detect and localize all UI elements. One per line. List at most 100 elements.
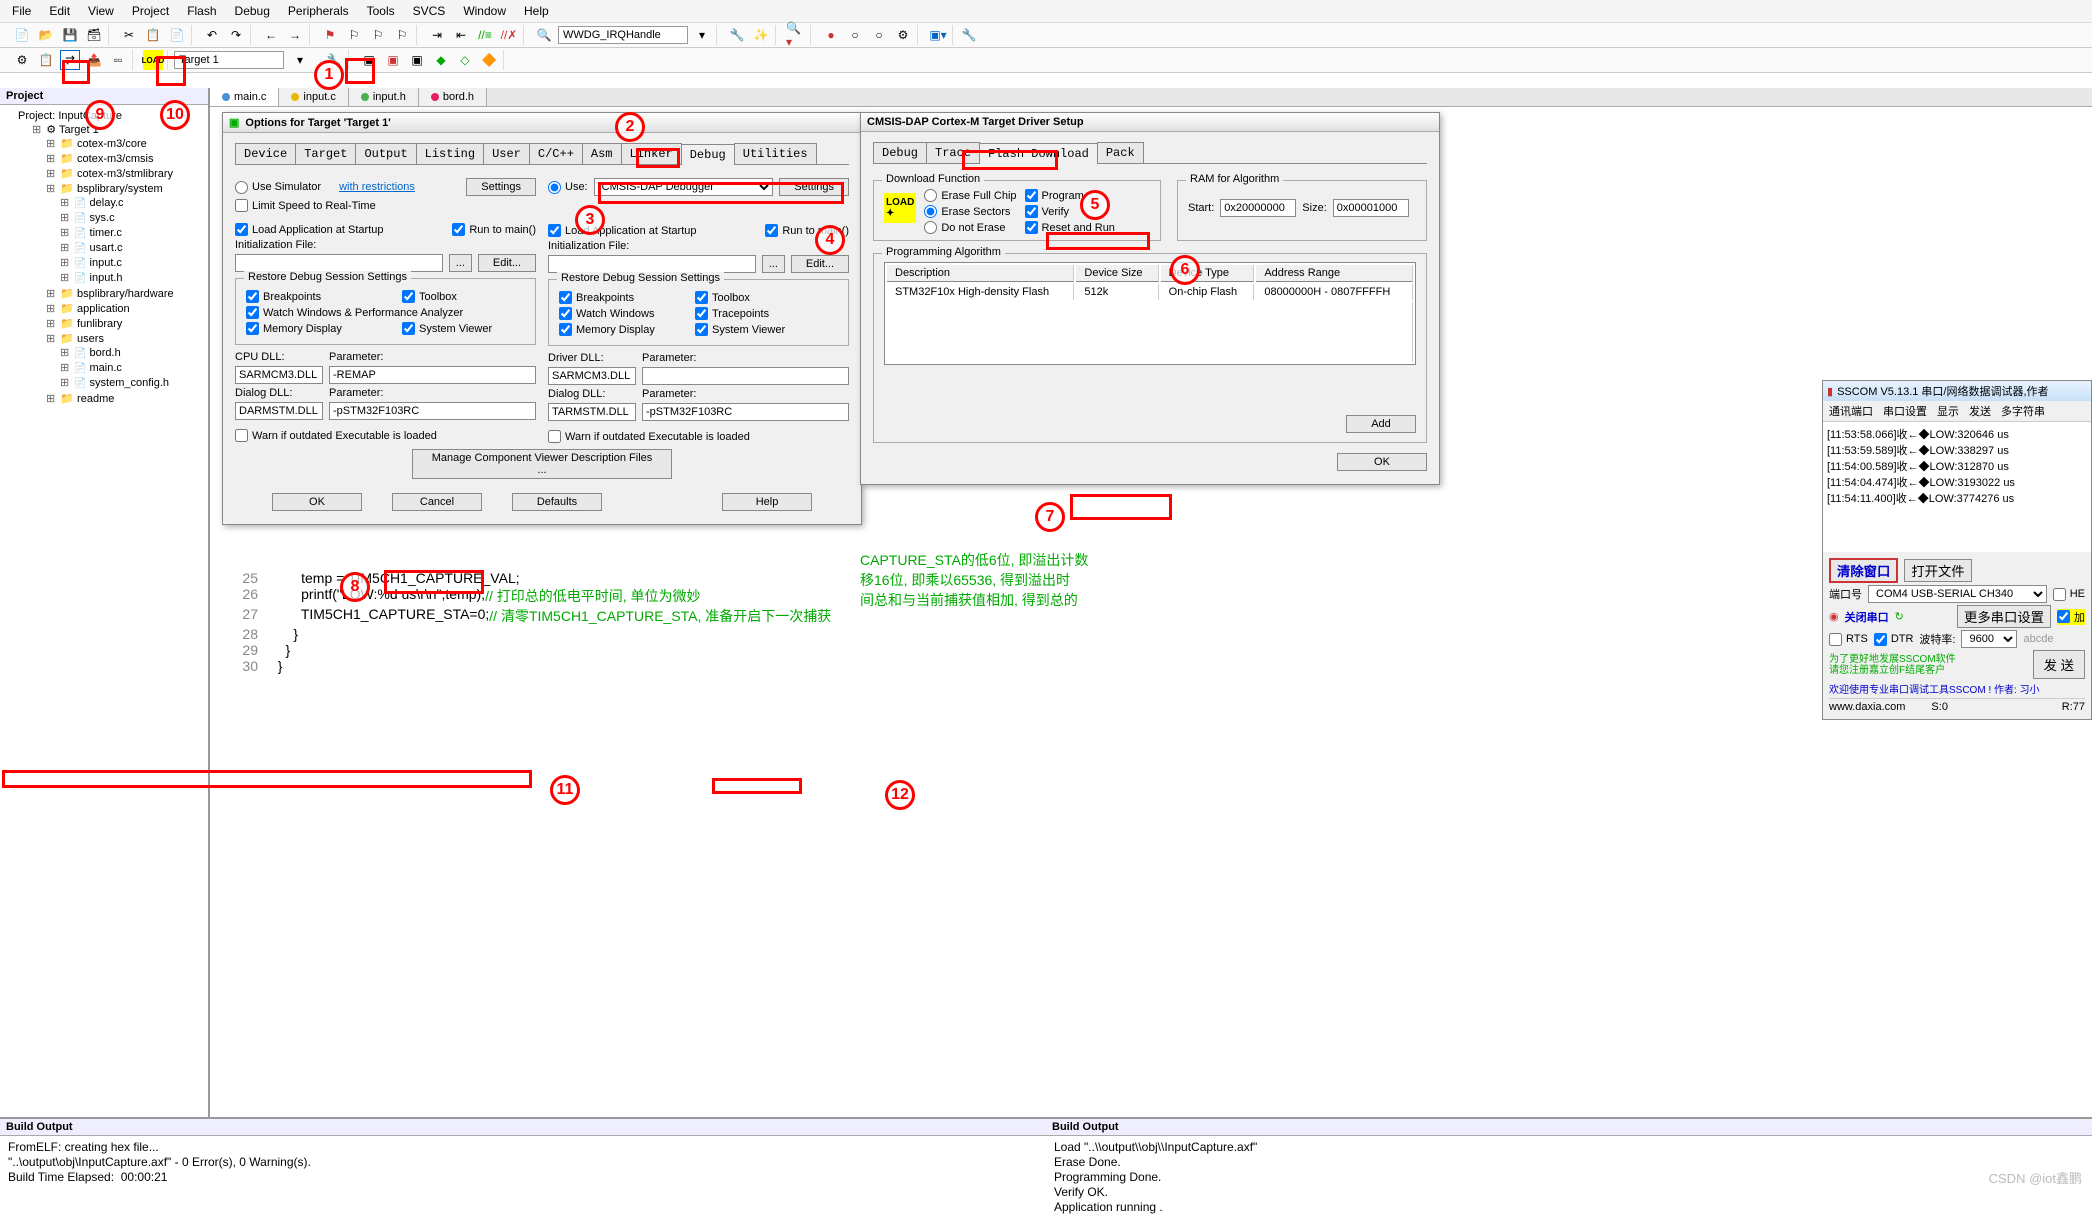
outdent-icon[interactable]: ⇤ (451, 25, 471, 45)
close-port-button[interactable]: 关闭串口 (1845, 609, 1889, 625)
bp-l-check[interactable]: Breakpoints (246, 290, 396, 303)
tb-r-check[interactable]: Toolbox (695, 291, 750, 304)
size-input[interactable] (1333, 199, 1409, 217)
fwd-icon[interactable]: → (285, 25, 305, 45)
menu-window[interactable]: Window (463, 4, 506, 18)
comment-icon[interactable]: //≡ (475, 25, 495, 45)
sscom-menu-item[interactable]: 串口设置 (1883, 403, 1927, 419)
clear-button[interactable]: 清除窗口 (1829, 558, 1898, 583)
bm2-icon[interactable]: ⚐ (344, 25, 364, 45)
opt-tab-linker[interactable]: Linker (621, 143, 682, 164)
win-icon[interactable]: ▣▾ (928, 25, 948, 45)
rts-check[interactable]: RTS (1829, 633, 1868, 646)
tree-file[interactable]: usart.c (60, 240, 204, 255)
opt-tab-user[interactable]: User (483, 143, 530, 164)
saveall-icon[interactable]: 🗃 (84, 25, 104, 45)
copy-icon[interactable]: 📋 (143, 25, 163, 45)
sscom-menu-item[interactable]: 发送 (1969, 403, 1991, 419)
trace-r-check[interactable]: Tracepoints (695, 307, 769, 320)
r2-icon[interactable]: ○ (845, 25, 865, 45)
start-input[interactable] (1220, 199, 1296, 217)
warn-r-check[interactable]: Warn if outdated Executable is loaded (548, 430, 849, 443)
tb2-1-icon[interactable]: ⚙ (12, 50, 32, 70)
tree-file[interactable]: system_config.h (60, 375, 204, 390)
refresh-icon[interactable]: ↻ (1895, 610, 1904, 623)
open-file-button[interactable]: 打开文件 (1904, 559, 1971, 582)
limit-speed-check[interactable]: Limit Speed to Real-Time (235, 199, 536, 212)
init-file-input-r[interactable] (548, 255, 756, 273)
dlg-param-input-l[interactable] (329, 402, 536, 420)
cpu-param-input[interactable] (329, 366, 536, 384)
r1-icon[interactable]: ● (821, 25, 841, 45)
a1-icon[interactable]: 🔧 (727, 25, 747, 45)
tree-file[interactable]: input.h (60, 270, 204, 285)
bm4-icon[interactable]: ⚐ (392, 25, 412, 45)
uncomment-icon[interactable]: //✗ (499, 25, 519, 45)
opt-tab-listing[interactable]: Listing (416, 143, 484, 164)
bp-r-check[interactable]: Breakpoints (559, 291, 689, 304)
cancel-button[interactable]: Cancel (392, 493, 482, 511)
tree-file[interactable]: delay.c (60, 195, 204, 210)
watch-l-check[interactable]: Watch Windows & Performance Analyzer (246, 306, 525, 319)
add-button[interactable]: Add (1346, 415, 1416, 433)
use-debugger-radio[interactable]: Use: (548, 181, 588, 194)
defaults-button[interactable]: Defaults (512, 493, 602, 511)
new-icon[interactable]: 📄 (12, 25, 32, 45)
find-combo[interactable] (558, 26, 688, 44)
ok-button[interactable]: OK (272, 493, 362, 511)
cut-icon[interactable]: ✂ (119, 25, 139, 45)
send-button[interactable]: 发 送 (2033, 650, 2085, 679)
debugger-select[interactable]: CMSIS-DAP Debugger (594, 178, 774, 196)
tree-file[interactable]: bord.h (60, 345, 204, 360)
use-simulator-radio[interactable]: Use Simulator (235, 181, 321, 194)
tree-folder[interactable]: cotex-m3/cmsis (46, 151, 204, 166)
mem-r-check[interactable]: Memory Display (559, 323, 689, 336)
tb-l-check[interactable]: Toolbox (402, 290, 457, 303)
d5-icon[interactable]: ◇ (455, 50, 475, 70)
opt-tab-debug[interactable]: Debug (681, 144, 735, 165)
load-app-left-check[interactable]: Load Application at Startup (235, 223, 383, 236)
algo-table[interactable]: DescriptionDevice SizeDevice TypeAddress… (884, 262, 1416, 365)
he-check[interactable]: HE (2053, 588, 2085, 601)
d2-icon[interactable]: ▣ (383, 50, 403, 70)
sim-settings-button[interactable]: Settings (466, 178, 536, 196)
driver-ok-button[interactable]: OK (1337, 453, 1427, 471)
restrictions-link[interactable]: with restrictions (339, 181, 415, 193)
file-tab[interactable]: input.h (349, 88, 419, 106)
find-icon[interactable]: 🔍 (534, 25, 554, 45)
watch-r-check[interactable]: Watch Windows (559, 307, 689, 320)
d1-icon[interactable]: ▣ (359, 50, 379, 70)
dlg-dll-input-r[interactable] (548, 403, 636, 421)
undo-icon[interactable]: ↶ (202, 25, 222, 45)
menu-peripherals[interactable]: Peripherals (288, 4, 349, 18)
cpu-dll-input[interactable] (235, 366, 323, 384)
drv-tab[interactable]: Trace (926, 142, 980, 163)
opt-tab-target[interactable]: Target (295, 143, 356, 164)
edit-l-button[interactable]: Edit... (478, 254, 536, 272)
dlg-dll-input-l[interactable] (235, 402, 323, 420)
drv-param-input[interactable] (642, 367, 849, 385)
paste-icon[interactable]: 📄 (167, 25, 187, 45)
tb2-3-icon[interactable]: 📤 (84, 50, 104, 70)
opt-tab-c/c++[interactable]: C/C++ (529, 143, 583, 164)
tree-folder[interactable]: bsplibrary/systemdelay.csys.ctimer.cusar… (46, 181, 204, 286)
tree-folder[interactable]: readme (46, 391, 204, 406)
sv-r-check[interactable]: System Viewer (695, 323, 785, 336)
translate-icon[interactable]: ⇄ (60, 50, 80, 70)
open-icon[interactable]: 📂 (36, 25, 56, 45)
mem-l-check[interactable]: Memory Display (246, 322, 396, 335)
file-tab[interactable]: input.c (279, 88, 348, 106)
file-tab[interactable]: main.c (210, 88, 279, 106)
menu-debug[interactable]: Debug (235, 4, 270, 18)
bookmark-icon[interactable]: ⚑ (320, 25, 340, 45)
sscom-menu-item[interactable]: 显示 (1937, 403, 1959, 419)
tree-folder[interactable]: application (46, 301, 204, 316)
sv-l-check[interactable]: System Viewer (402, 322, 492, 335)
sscom-menu-item[interactable]: 通讯端口 (1829, 403, 1873, 419)
reset-run-check[interactable]: Reset and Run (1025, 221, 1115, 234)
help-button[interactable]: Help (722, 493, 812, 511)
project-tree[interactable]: Project: InputCapture ⚙ Target 1 cotex-m… (0, 105, 208, 1181)
sscom-menu-item[interactable]: 多字符串 (2001, 403, 2045, 419)
indent-icon[interactable]: ⇥ (427, 25, 447, 45)
a2-icon[interactable]: ✨ (751, 25, 771, 45)
